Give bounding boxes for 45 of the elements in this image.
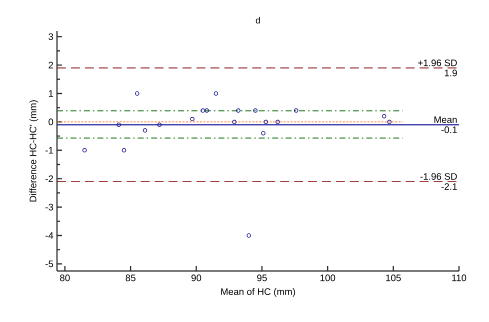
point [142, 128, 148, 133]
point [122, 148, 126, 152]
point [204, 108, 209, 113]
ref-line-label: Mean [434, 116, 457, 124]
point [276, 120, 280, 124]
point [382, 114, 386, 118]
annotation: -0.1 [441, 126, 457, 134]
y-tick-label: -5 [45, 260, 54, 268]
ref-line-label: -1.96 SD [420, 173, 457, 180]
x-tick-label: 95 [257, 274, 267, 282]
ref-line-label: +1.96 SD [418, 60, 457, 66]
point [232, 120, 236, 124]
y-tick-label: -4 [45, 232, 54, 239]
point [264, 120, 268, 124]
point [82, 148, 87, 152]
x-tick-label: 85 [126, 274, 136, 282]
point [261, 131, 266, 136]
point [116, 122, 121, 127]
x-tick-label: 100 [320, 274, 336, 282]
x-tick-label: 110 [452, 274, 466, 282]
y-tick-label: -1 [45, 147, 54, 154]
point [294, 108, 298, 113]
point [214, 91, 218, 96]
annotation: -2.1 [441, 183, 457, 190]
y-axis-title: Difference HC-HC' (mm) [29, 100, 38, 202]
y-tick-label: -3 [45, 204, 54, 210]
point [157, 122, 162, 127]
y-tick-label: -2 [45, 175, 54, 182]
point [200, 108, 205, 113]
y-tick-label: 1 [48, 90, 54, 97]
annotation: 1.9 [444, 70, 457, 76]
y-tick-label: 0 [48, 118, 54, 126]
point [135, 91, 140, 96]
point [253, 108, 258, 113]
x-axis-title: Mean of HC (mm) [221, 288, 295, 297]
point [190, 116, 194, 122]
point [246, 233, 251, 238]
x-tick-label: 105 [386, 274, 401, 282]
y-tick-label: 2 [48, 62, 54, 68]
x-tick-label: 80 [60, 274, 70, 282]
x-tick-label: 90 [191, 274, 202, 282]
y-tick-label: 3 [48, 33, 54, 40]
chart-title: d [256, 16, 260, 24]
point [236, 108, 240, 113]
point [387, 120, 392, 124]
